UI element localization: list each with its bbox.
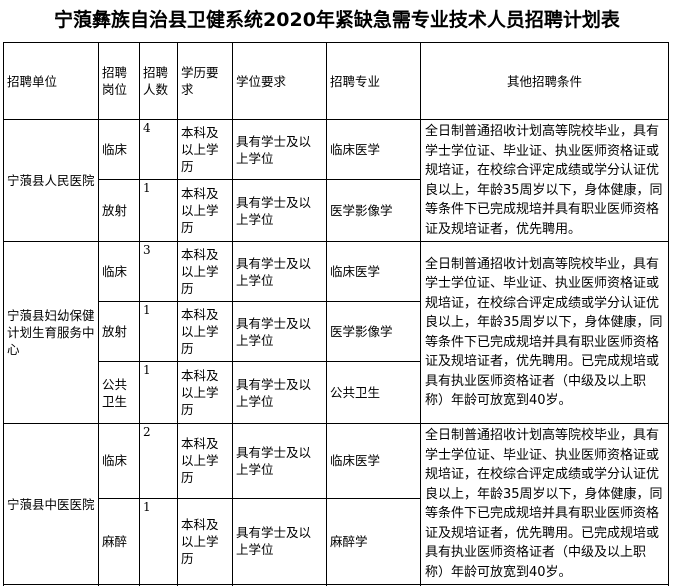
table-row: 放射 1 本科及以上学历 具有学士及以上学位 医学影像学: [4, 301, 669, 362]
header-degree: 学历要求: [177, 42, 233, 120]
page-title: 宁蒗彝族自治县卫健系统2020年紧缺急需专业技术人员招聘计划表: [54, 9, 620, 31]
degree-cell: 本科及以上学历: [177, 497, 233, 586]
unit-cell: 宁蒗县中医医院: [3, 423, 99, 585]
major-cell: 医学影像学: [326, 301, 421, 362]
header-unit: 招聘单位: [3, 42, 99, 120]
count-cell: 2: [139, 423, 178, 499]
degree-cell: 本科及以上学历: [177, 119, 233, 180]
major-cell: 临床医学: [326, 119, 421, 180]
diploma-cell: 具有学士及以上学位: [232, 423, 327, 499]
table-row: 放射 1 本科及以上学历 具有学士及以上学位 医学影像学: [4, 179, 669, 242]
header-major: 招聘专业: [326, 42, 421, 120]
empty-cell: [420, 584, 669, 586]
degree-cell: 本科及以上学历: [177, 241, 233, 302]
conditions-cell: 全日制普通招收计划高等院校毕业，具有学士学位证、毕业证、执业医师资格证或规培证，…: [420, 423, 669, 585]
count-cell: 1: [139, 361, 178, 424]
count-cell: 3: [139, 241, 178, 302]
major-cell: 麻醉学: [326, 497, 421, 586]
table-row: 宁蒗县人民医院 临床 4 本科及以上学历 具有学士及以上学位 临床医学 全日制普…: [3, 119, 669, 242]
conditions-cell: 全日制普通招收计划高等院校毕业，具有学士学位证、毕业证、执业医师资格证或规培证，…: [420, 119, 669, 242]
degree-cell: 本科及以上学历: [177, 423, 233, 499]
major-cell: 临床医学: [326, 423, 421, 499]
diploma-cell: 具有学士及以上学位: [232, 361, 327, 424]
header-diploma: 学位要求: [232, 42, 327, 120]
post-cell: 临床: [98, 119, 140, 180]
count-cell: 1: [139, 179, 178, 242]
major-cell: 临床医学: [326, 241, 421, 302]
conditions-cell: 全日制普通招收计划高等院校毕业，具有学士学位证、毕业证、执业医师资格证或规培证，…: [420, 241, 669, 424]
diploma-cell: 具有学士及以上学位: [232, 301, 327, 362]
header-conditions: 其他招聘条件: [420, 42, 669, 120]
table-row: 宁蒗县妇幼保健计划生育服务中心 临床 3 本科及以上学历 具有学士及以上学位 临…: [3, 241, 669, 424]
header-post: 招聘岗位: [98, 42, 140, 120]
degree-cell: 本科及以上学历: [177, 361, 233, 424]
count-cell: 1: [139, 497, 178, 586]
unit-cell: 宁蒗县人民医院: [3, 119, 99, 242]
post-cell: 临床: [98, 423, 140, 499]
post-cell: 麻醉: [98, 497, 140, 586]
table-row-partial: [3, 584, 669, 586]
diploma-cell: 具有学士及以上学位: [232, 119, 327, 180]
table-row: 公共卫生 1 本科及以上学历 具有学士及以上学位 公共卫生: [4, 361, 669, 424]
post-cell: 公共卫生: [98, 361, 140, 424]
header-row: 招聘单位 招聘岗位 招聘人数 学历要求 学位要求 招聘专业 其他招聘条件: [3, 42, 669, 120]
unit-cell: 宁蒗县妇幼保健计划生育服务中心: [3, 241, 99, 424]
count-cell: 1: [139, 301, 178, 362]
recruitment-table: 招聘单位 招聘岗位 招聘人数 学历要求 学位要求 招聘专业 其他招聘条件 宁蒗县…: [3, 42, 669, 586]
degree-cell: 本科及以上学历: [177, 301, 233, 362]
count-cell: 4: [139, 119, 178, 180]
table-row: 宁蒗县中医医院 临床 2 本科及以上学历 具有学士及以上学位 临床医学 全日制普…: [3, 423, 669, 585]
degree-cell: 本科及以上学历: [177, 179, 233, 242]
diploma-cell: 具有学士及以上学位: [232, 179, 327, 242]
header-count: 招聘人数: [139, 42, 178, 120]
major-cell: 医学影像学: [326, 179, 421, 242]
diploma-cell: 具有学士及以上学位: [232, 241, 327, 302]
major-cell: 公共卫生: [326, 361, 421, 424]
post-cell: 放射: [98, 179, 140, 242]
table-row: 麻醉 1 本科及以上学历 具有学士及以上学位 麻醉学: [4, 497, 669, 586]
post-cell: 临床: [98, 241, 140, 302]
diploma-cell: 具有学士及以上学位: [232, 497, 327, 586]
post-cell: 放射: [98, 301, 140, 362]
